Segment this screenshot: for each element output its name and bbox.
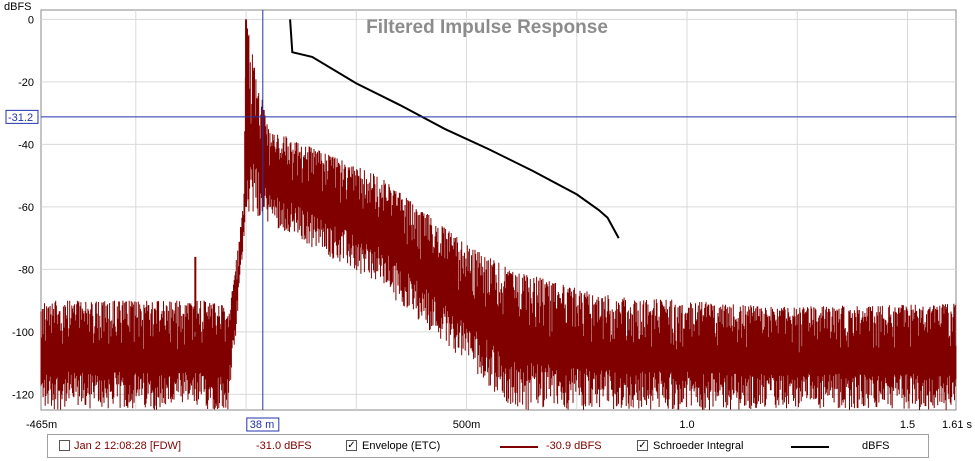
y-tick-label: -100 bbox=[12, 327, 34, 339]
legend-bar: Jan 2 12:08:28 [FDW] -31.0 dBFS ✓ Envelo… bbox=[47, 434, 929, 458]
y-tick-label: -120 bbox=[12, 389, 34, 401]
envelope-trace bbox=[40, 28, 957, 410]
x-tick-label: 1.61 s bbox=[942, 419, 972, 431]
y-tick-label: -60 bbox=[18, 202, 34, 214]
schroeder-checkbox[interactable]: ✓ bbox=[637, 440, 648, 451]
cursor-value-2: -30.9 dBFS bbox=[546, 440, 602, 452]
measurement-label[interactable]: Jan 2 12:08:28 [FDW] bbox=[74, 440, 181, 452]
schroeder-label[interactable]: Schroeder Integral bbox=[653, 440, 744, 452]
x-tick-label: -465m bbox=[26, 419, 57, 431]
x-tick-label: 500m bbox=[453, 419, 481, 431]
y-ticks: 0 -20 -40 -60 -80 -100 -120 bbox=[12, 14, 34, 401]
schroeder-swatch bbox=[791, 446, 829, 448]
x-ticks: -465m 500m 1.0 1.5 1.61 s bbox=[26, 419, 972, 431]
envelope-swatch bbox=[500, 446, 538, 448]
y-tick-label: -80 bbox=[18, 264, 34, 276]
x-tick-label: 1.0 bbox=[679, 419, 694, 431]
envelope-label[interactable]: Envelope (ETC) bbox=[362, 440, 441, 452]
chart-title: Filtered Impulse Response bbox=[366, 17, 608, 38]
x-tick-label: 1.5 bbox=[900, 419, 915, 431]
measurement-checkbox[interactable] bbox=[59, 440, 70, 451]
impulse-chart[interactable]: 0 -20 -40 -60 -80 -100 -120 -465m 500m 1.0 1.5 1.6… bbox=[0, 0, 975, 432]
y-tick-label: -40 bbox=[18, 139, 34, 151]
envelope-checkbox[interactable]: ✓ bbox=[346, 440, 357, 451]
envelope-series bbox=[40, 19, 957, 410]
cursor-y-label: -31.2 bbox=[8, 112, 33, 124]
y-axis-label: dBFS bbox=[4, 1, 32, 13]
schroeder-series bbox=[289, 19, 620, 239]
y-tick-label: -20 bbox=[18, 77, 34, 89]
cursor-x-label: 38 m bbox=[250, 419, 274, 431]
legend-unit: dBFS bbox=[862, 440, 890, 452]
y-tick-label: 0 bbox=[28, 14, 34, 26]
cursor-y-label-box bbox=[5, 109, 39, 124]
cursor-value-1: -31.0 dBFS bbox=[256, 440, 312, 452]
cursor-x-label-box bbox=[246, 417, 280, 432]
